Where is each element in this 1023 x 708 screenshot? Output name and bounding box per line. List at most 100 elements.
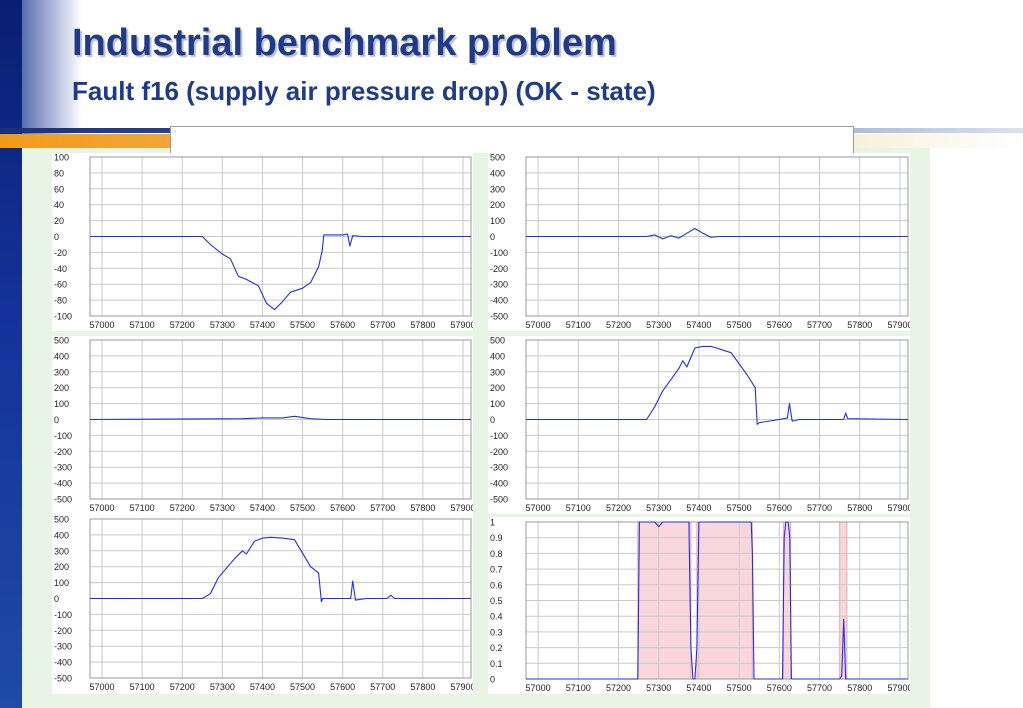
x-tick-label: 57300 xyxy=(646,320,671,330)
x-tick-label: 57500 xyxy=(727,683,752,693)
y-tick-label: -400 xyxy=(490,479,508,489)
x-tick-label: 57900 xyxy=(887,503,910,513)
y-tick-label: -500 xyxy=(490,495,508,505)
series-line xyxy=(90,233,471,311)
y-tick-label: -300 xyxy=(490,463,508,473)
y-tick-label: -80 xyxy=(54,296,67,306)
y-tick-label: 60 xyxy=(54,184,64,194)
x-tick-label: 57100 xyxy=(566,503,591,513)
y-tick-label: 20 xyxy=(54,216,64,226)
y-tick-label: 0.7 xyxy=(490,565,503,575)
y-tick-label: 0.3 xyxy=(490,627,503,637)
y-tick-label: -100 xyxy=(490,431,508,441)
x-tick-label: 57700 xyxy=(370,320,395,330)
y-tick-label: -200 xyxy=(490,264,508,274)
side-accent-bar xyxy=(0,0,22,708)
y-tick-label: 400 xyxy=(490,351,505,361)
plot-5: 500 400 300 200 100 0 -100 -200 -300 -400 -500 5700… xyxy=(52,514,473,694)
y-tick-label: -100 xyxy=(54,431,72,441)
x-tick-label: 57300 xyxy=(210,503,235,513)
y-tick-label: 200 xyxy=(54,562,69,572)
y-tick-label: 300 xyxy=(490,184,505,194)
x-tick-label: 57000 xyxy=(526,320,551,330)
x-tick-label: 57300 xyxy=(210,682,235,692)
y-tick-label: 500 xyxy=(490,336,505,346)
x-tick-label: 57700 xyxy=(807,683,832,693)
x-tick-label: 57400 xyxy=(250,682,275,692)
y-tick-label: -300 xyxy=(490,280,508,290)
series-line xyxy=(89,415,471,421)
plot-6: 1 0.9 0.8 0.7 0.6 0.5 0.4 0.3 0.2 0.1 0 57000 57100 5… xyxy=(488,517,910,694)
x-tick-label: 57200 xyxy=(606,503,631,513)
y-tick-label: 500 xyxy=(54,515,69,525)
y-tick-label: 400 xyxy=(54,351,69,361)
y-tick-label: -100 xyxy=(490,248,508,258)
y-tick-label: 0.4 xyxy=(490,612,503,622)
y-tick-label: 100 xyxy=(54,399,69,409)
y-tick-label: 0.9 xyxy=(490,533,503,543)
x-tick-label: 57600 xyxy=(767,503,792,513)
x-tick-label: 57200 xyxy=(606,683,631,693)
series-line xyxy=(526,227,908,240)
x-tick-label: 57400 xyxy=(250,503,275,513)
embedded-window-label: ▪ xyxy=(175,129,177,133)
x-tick-label: 57600 xyxy=(767,320,792,330)
y-tick-label: 100 xyxy=(54,153,69,163)
x-tick-label: 57000 xyxy=(90,682,115,692)
x-tick-label: 57800 xyxy=(847,503,872,513)
x-tick-label: 57000 xyxy=(526,683,551,693)
y-tick-label: 0 xyxy=(54,415,59,425)
x-tick-label: 57700 xyxy=(370,503,395,513)
y-tick-label: 0.5 xyxy=(490,596,503,606)
x-tick-label: 57800 xyxy=(847,683,872,693)
x-tick-label: 57400 xyxy=(686,503,711,513)
x-tick-label: 57700 xyxy=(807,503,832,513)
y-tick-label: -200 xyxy=(54,447,72,457)
y-tick-label: -500 xyxy=(54,495,72,505)
y-tick-label: 0.1 xyxy=(490,659,503,669)
x-tick-label: 57500 xyxy=(727,320,752,330)
y-tick-label: 300 xyxy=(54,367,69,377)
x-tick-label: 57400 xyxy=(250,320,275,330)
y-tick-label: 80 xyxy=(54,168,64,178)
y-tick-label: 0 xyxy=(490,675,495,685)
x-tick-label: 57100 xyxy=(130,320,155,330)
x-tick-label: 57600 xyxy=(330,320,355,330)
plot-1: 100 80 60 40 20 0 -20 -40 -60 -80 -100 57000 57100 57… xyxy=(52,153,473,331)
y-tick-label: 400 xyxy=(54,530,69,540)
x-tick-label: 57400 xyxy=(686,683,711,693)
y-tick-label: -40 xyxy=(54,264,67,274)
y-tick-label: 1 xyxy=(490,518,495,528)
y-tick-label: -500 xyxy=(490,312,508,322)
x-tick-label: 57200 xyxy=(170,503,195,513)
y-tick-label: 100 xyxy=(54,578,69,588)
y-tick-label: -200 xyxy=(490,447,508,457)
x-tick-label: 57900 xyxy=(450,320,473,330)
y-tick-label: 100 xyxy=(490,399,505,409)
x-tick-label: 57100 xyxy=(566,320,591,330)
x-tick-label: 57500 xyxy=(727,503,752,513)
x-tick-label: 57700 xyxy=(807,320,832,330)
y-tick-label: 400 xyxy=(490,168,505,178)
x-tick-label: 57500 xyxy=(290,320,315,330)
y-tick-label: 0 xyxy=(490,232,495,242)
plot-4: 500 400 300 200 100 0 -100 -200 -300 -400 -500 5700… xyxy=(488,336,910,514)
x-tick-label: 57600 xyxy=(330,503,355,513)
x-tick-label: 57600 xyxy=(767,683,792,693)
plot-3: 500 400 300 200 100 0 -100 -200 -300 -400 -500 5700… xyxy=(52,336,473,514)
y-tick-label: 0 xyxy=(54,594,59,604)
x-tick-label: 57500 xyxy=(290,682,315,692)
y-tick-label: 100 xyxy=(490,216,505,226)
x-tick-label: 57000 xyxy=(526,503,551,513)
x-tick-label: 57900 xyxy=(450,682,473,692)
y-tick-label: 300 xyxy=(54,546,69,556)
y-tick-label: -300 xyxy=(54,463,72,473)
y-tick-label: -400 xyxy=(490,296,508,306)
x-tick-label: 57400 xyxy=(686,320,711,330)
x-tick-label: 57900 xyxy=(887,320,910,330)
x-tick-label: 57100 xyxy=(566,683,591,693)
y-tick-label: -200 xyxy=(54,626,72,636)
x-tick-label: 57900 xyxy=(887,683,910,693)
x-tick-label: 57700 xyxy=(370,682,395,692)
y-tick-label: 500 xyxy=(490,153,505,163)
